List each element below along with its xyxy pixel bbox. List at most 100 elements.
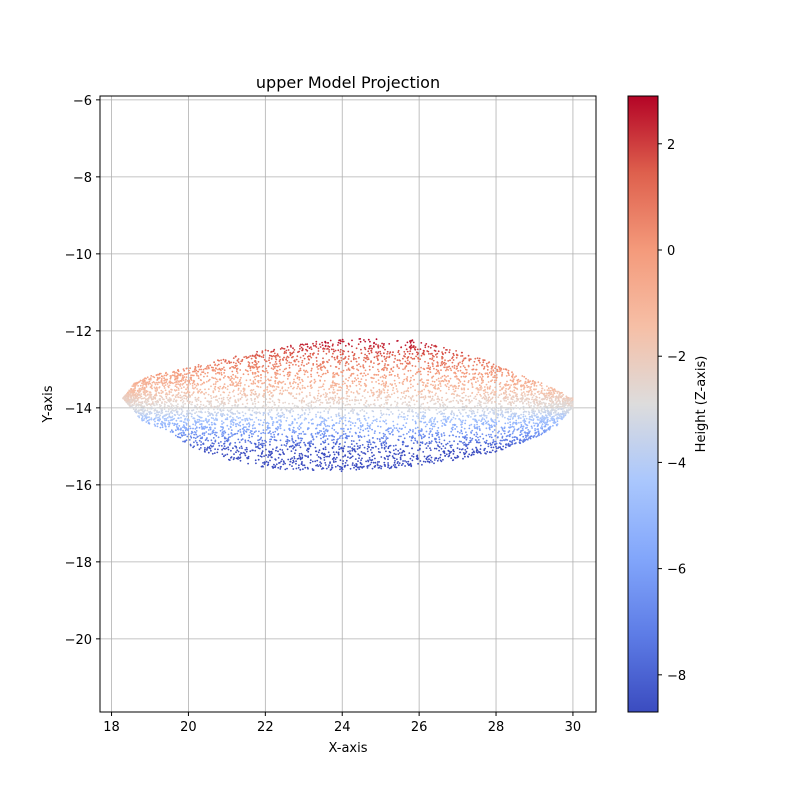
scatter-point [350, 375, 352, 377]
scatter-point [196, 408, 198, 410]
scatter-point [350, 360, 352, 362]
scatter-point [442, 402, 444, 404]
scatter-point [496, 448, 498, 450]
scatter-point [500, 409, 502, 411]
scatter-point [493, 441, 495, 443]
scatter-point [327, 430, 329, 432]
scatter-point [208, 409, 210, 411]
scatter-point [228, 459, 230, 461]
scatter-point [491, 437, 493, 439]
scatter-point [165, 418, 167, 420]
scatter-point [300, 344, 302, 346]
scatter-point [260, 443, 262, 445]
scatter-point [164, 387, 166, 389]
scatter-point [401, 392, 403, 394]
scatter-point [307, 403, 309, 405]
scatter-point [470, 411, 472, 413]
scatter-point [319, 380, 321, 382]
scatter-point [526, 418, 528, 420]
scatter-point [413, 358, 415, 360]
scatter-point [357, 392, 359, 394]
scatter-point [480, 385, 482, 387]
scatter-point [472, 365, 474, 367]
scatter-point [249, 441, 251, 443]
scatter-point [311, 368, 313, 370]
scatter-point [461, 352, 463, 354]
scatter-point [278, 405, 280, 407]
scatter-point [309, 412, 311, 414]
scatter-point [271, 358, 273, 360]
scatter-point [347, 456, 349, 458]
scatter-point [177, 406, 179, 408]
scatter-point [297, 384, 299, 386]
scatter-point [540, 392, 542, 394]
scatter-point [248, 437, 250, 439]
scatter-point [320, 412, 322, 414]
scatter-point [256, 366, 258, 368]
scatter-point [417, 427, 419, 429]
scatter-point [537, 381, 539, 383]
scatter-point [325, 399, 327, 401]
scatter-point [320, 396, 322, 398]
scatter-point [228, 449, 230, 451]
scatter-point [517, 438, 519, 440]
scatter-point [327, 342, 329, 344]
scatter-point [392, 389, 394, 391]
scatter-point [299, 382, 301, 384]
scatter-point [255, 417, 257, 419]
scatter-point [465, 420, 467, 422]
scatter-point [466, 372, 468, 374]
scatter-point [258, 459, 260, 461]
scatter-point [252, 410, 254, 412]
scatter-point [329, 392, 331, 394]
scatter-point [193, 417, 195, 419]
scatter-point [365, 402, 367, 404]
scatter-point [262, 406, 264, 408]
scatter-point [363, 415, 365, 417]
scatter-point [405, 344, 407, 346]
scatter-point [304, 419, 306, 421]
scatter-point [360, 425, 362, 427]
scatter-point [175, 405, 177, 407]
scatter-point [376, 374, 378, 376]
scatter-point [397, 462, 399, 464]
scatter-point [167, 405, 169, 407]
scatter-point [258, 361, 260, 363]
scatter-point [352, 382, 354, 384]
scatter-point [290, 424, 292, 426]
scatter-point [485, 435, 487, 437]
scatter-point [430, 384, 432, 386]
scatter-point [292, 364, 294, 366]
scatter-point [327, 412, 329, 414]
scatter-point [317, 464, 319, 466]
scatter-point [392, 413, 394, 415]
scatter-point [406, 348, 408, 350]
scatter-point [213, 396, 215, 398]
scatter-point [196, 426, 198, 428]
scatter-point [325, 440, 327, 442]
scatter-point [269, 402, 271, 404]
scatter-point [211, 424, 213, 426]
scatter-point [255, 356, 257, 358]
scatter-point [336, 383, 338, 385]
scatter-point [424, 345, 426, 347]
scatter-point [254, 406, 256, 408]
scatter-point [240, 452, 242, 454]
scatter-point [455, 386, 457, 388]
scatter-point [145, 395, 147, 397]
scatter-point [403, 391, 405, 393]
scatter-point [568, 412, 570, 414]
scatter-point [358, 343, 360, 345]
scatter-point [400, 436, 402, 438]
scatter-point [501, 372, 503, 374]
scatter-point [258, 442, 260, 444]
scatter-point [330, 468, 332, 470]
scatter-point [232, 424, 234, 426]
scatter-point [326, 468, 328, 470]
scatter-point [495, 397, 497, 399]
scatter-point [380, 345, 382, 347]
scatter-point [275, 357, 277, 359]
scatter-point [225, 387, 227, 389]
scatter-point [217, 412, 219, 414]
scatter-point [182, 406, 184, 408]
